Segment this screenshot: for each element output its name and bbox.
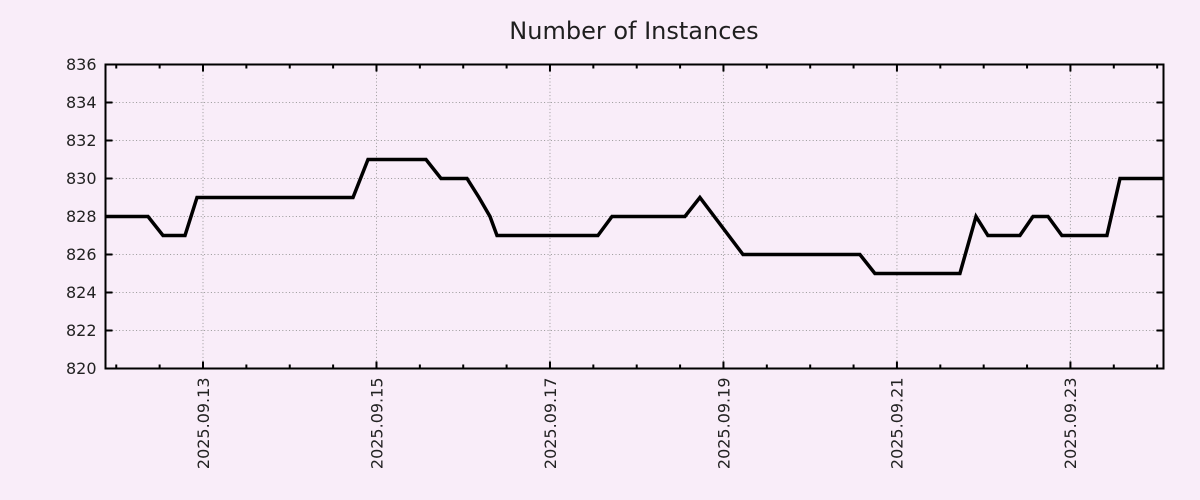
- series-layer: [105, 157, 1164, 276]
- data-line: [105, 157, 1164, 276]
- y-tick-label: 832: [66, 131, 97, 150]
- y-tick-label: 834: [66, 93, 97, 112]
- x-tick-label: 2025.09.23: [1061, 378, 1080, 470]
- chart-title: Number of Instances: [509, 17, 758, 45]
- y-tick-label: 822: [66, 321, 97, 340]
- y-tick-label: 820: [66, 359, 97, 378]
- x-tick-label: 2025.09.17: [541, 378, 560, 470]
- y-tick-label: 824: [66, 283, 97, 302]
- y-tick-label: 828: [66, 207, 97, 226]
- axis-layer: [104, 63, 1165, 370]
- x-tick-label: 2025.09.21: [888, 378, 907, 470]
- y-tick-label: 836: [66, 55, 97, 74]
- x-tick-label: 2025.09.13: [194, 378, 213, 470]
- label-layer: 820 822 824 826 828 830 832 834 836 2025.09.13 202…: [66, 55, 1080, 469]
- y-tick-label: 830: [66, 169, 97, 188]
- y-tick-label: 826: [66, 245, 97, 264]
- x-tick-label: 2025.09.19: [714, 378, 733, 470]
- x-tick-label: 2025.09.15: [367, 378, 386, 470]
